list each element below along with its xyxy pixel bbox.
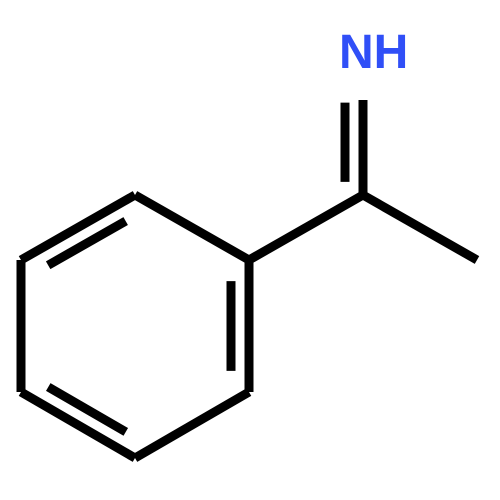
bond [249,195,363,260]
bond-inner [48,221,126,265]
bond [135,195,249,260]
bond [363,195,477,260]
molecule-canvas: NH [0,0,500,500]
atom-label-n: NH [339,26,408,79]
bond [135,392,249,458]
